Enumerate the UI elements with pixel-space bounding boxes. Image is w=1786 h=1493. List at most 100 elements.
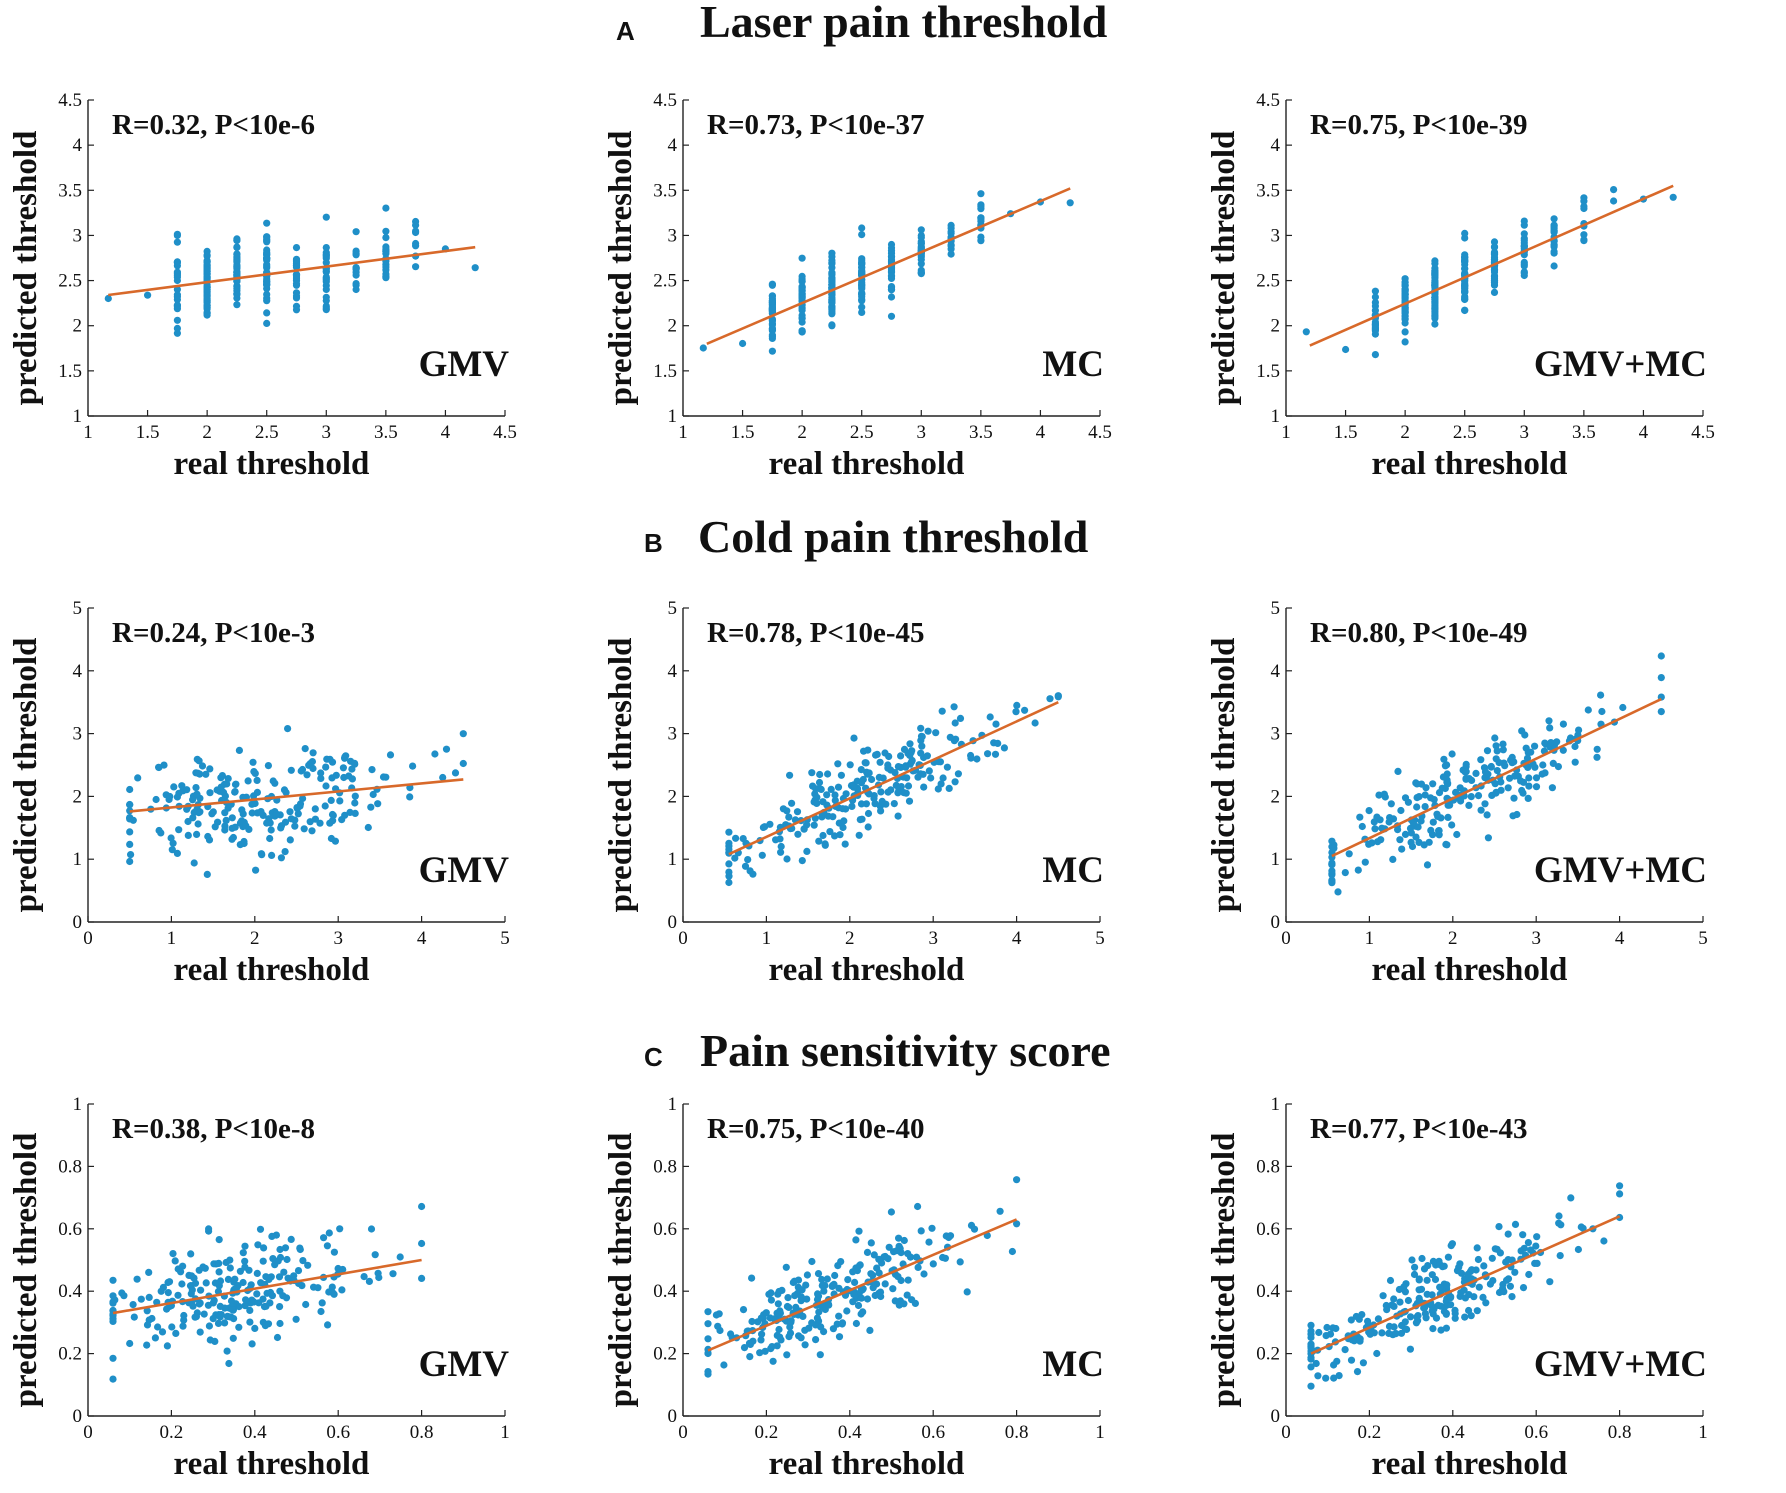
data-point (956, 1258, 964, 1266)
data-point (1328, 837, 1336, 845)
data-point (823, 1275, 831, 1283)
y-tick-label: 3.5 (1256, 180, 1280, 201)
data-point (241, 1263, 249, 1271)
data-point (864, 809, 873, 818)
data-point (1491, 734, 1499, 742)
y-tick-label: 0.4 (1256, 1281, 1280, 1302)
data-point (246, 1318, 254, 1326)
data-point (917, 233, 925, 242)
data-point (269, 777, 277, 785)
data-point (197, 1286, 205, 1294)
data-point (263, 281, 271, 289)
data-point (241, 1242, 249, 1250)
x-tick-label: 1 (1281, 422, 1291, 443)
data-point (148, 1314, 156, 1323)
data-point (292, 306, 301, 314)
data-point (1520, 269, 1528, 277)
data-point (818, 1275, 826, 1284)
data-point (145, 1268, 153, 1276)
data-point (241, 1257, 249, 1265)
data-point (1511, 772, 1519, 780)
data-point (1396, 1298, 1404, 1306)
data-point (1657, 708, 1665, 716)
data-point (250, 1298, 258, 1306)
data-point (1401, 328, 1409, 336)
data-point (918, 742, 926, 750)
data-point (905, 797, 914, 805)
data-point (873, 1264, 881, 1272)
data-point (1021, 706, 1029, 714)
data-point (766, 820, 774, 828)
data-point (1481, 768, 1490, 776)
data-point (229, 1334, 237, 1342)
data-point (1555, 1219, 1563, 1227)
data-point (221, 822, 229, 830)
data-point (699, 344, 707, 352)
data-point (954, 770, 963, 778)
data-point (382, 234, 390, 242)
data-point (828, 321, 836, 329)
data-point (831, 1271, 839, 1280)
data-point (171, 1257, 179, 1265)
data-point (257, 808, 265, 816)
data-point (233, 236, 241, 245)
x-axis-title: real threshold (174, 1446, 370, 1482)
data-point (459, 759, 467, 768)
data-point (215, 1268, 223, 1276)
data-point (813, 1295, 822, 1304)
data-point (1508, 759, 1516, 767)
row-title-text-b: Cold pain threshold (698, 511, 1089, 562)
data-point (418, 1202, 426, 1211)
data-point (352, 249, 360, 257)
data-point (1432, 1314, 1441, 1322)
data-point (1444, 1253, 1452, 1261)
data-point (777, 848, 785, 856)
data-point (947, 227, 955, 236)
data-point (1414, 823, 1422, 831)
data-point (858, 303, 866, 311)
data-point (920, 783, 928, 791)
data-point (937, 780, 945, 788)
data-point (924, 727, 932, 735)
data-point (1524, 1239, 1532, 1247)
data-point (203, 294, 211, 302)
data-point (200, 1310, 208, 1318)
data-point (374, 1269, 382, 1277)
data-point (1352, 1312, 1360, 1321)
data-point (143, 1307, 151, 1315)
data-point (970, 1225, 979, 1233)
data-point (224, 775, 232, 783)
data-point (881, 1252, 889, 1261)
data-point (1418, 1254, 1426, 1263)
x-tick-label: 2.5 (255, 422, 279, 443)
data-point (173, 259, 181, 267)
data-point (308, 827, 316, 835)
data-point (834, 760, 842, 768)
data-point (166, 792, 174, 801)
row-letter-c: C (644, 1042, 663, 1072)
data-point (1409, 819, 1417, 827)
data-point (191, 1313, 199, 1321)
data-point (1328, 867, 1336, 875)
data-point (173, 316, 181, 324)
data-point (887, 786, 895, 794)
x-tick-label: 4 (417, 928, 427, 949)
data-point (1387, 800, 1395, 808)
data-point (1374, 1315, 1382, 1323)
data-point (1475, 1283, 1483, 1291)
data-point (345, 772, 353, 780)
data-point (251, 1324, 259, 1332)
data-point (797, 1293, 805, 1301)
data-point (1462, 768, 1470, 776)
data-point (761, 1347, 769, 1355)
data-point (920, 1270, 928, 1278)
data-point (412, 221, 420, 229)
data-point (178, 782, 186, 790)
data-point (1420, 1304, 1428, 1312)
data-point (1431, 260, 1439, 268)
y-tick-label: 2.5 (58, 271, 82, 292)
y-tick-label: 0.8 (1256, 1156, 1280, 1177)
data-point (798, 293, 806, 301)
data-point (783, 1351, 791, 1359)
y-tick-label: 0.2 (58, 1344, 82, 1365)
